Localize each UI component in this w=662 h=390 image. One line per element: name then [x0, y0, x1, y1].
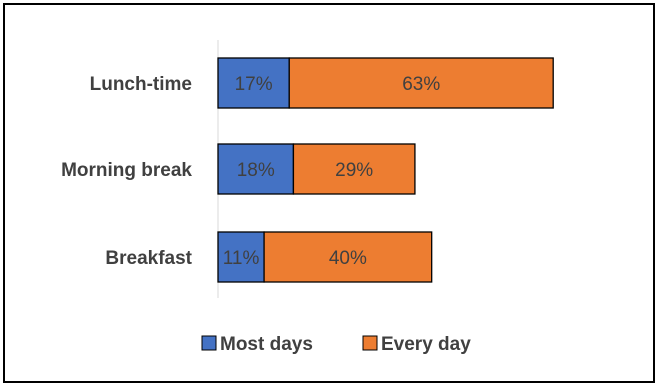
- legend-label-most-days: Most days: [220, 334, 313, 355]
- data-label-every-day-lunch-time: 63%: [402, 74, 440, 95]
- category-label-breakfast: Breakfast: [105, 248, 192, 269]
- bar-every-day-breakfast: [263, 231, 433, 283]
- legend-swatch-every-day: [362, 335, 378, 351]
- data-label-every-day-morning-break: 29%: [335, 160, 373, 181]
- data-label-most-days-breakfast: 11%: [223, 248, 260, 269]
- bar-every-day-morning-break: [292, 143, 416, 195]
- legend: Most days Every day: [201, 334, 471, 355]
- bar-most-days-lunch-time: [217, 57, 290, 109]
- data-label-most-days-lunch-time: 17%: [235, 74, 273, 95]
- bars-layer: [217, 57, 554, 283]
- data-label-most-days-morning-break: 18%: [237, 160, 275, 181]
- legend-label-every-day: Every day: [381, 334, 471, 355]
- labels-layer: Lunch-time 17% 63% Morning break 18% 29% Break…: [61, 74, 440, 269]
- legend-swatch-most-days: [201, 335, 217, 351]
- category-label-morning-break: Morning break: [61, 160, 192, 181]
- data-label-every-day-breakfast: 40%: [329, 248, 367, 269]
- bar-every-day-lunch-time: [288, 57, 554, 109]
- category-label-lunch-time: Lunch-time: [90, 74, 192, 95]
